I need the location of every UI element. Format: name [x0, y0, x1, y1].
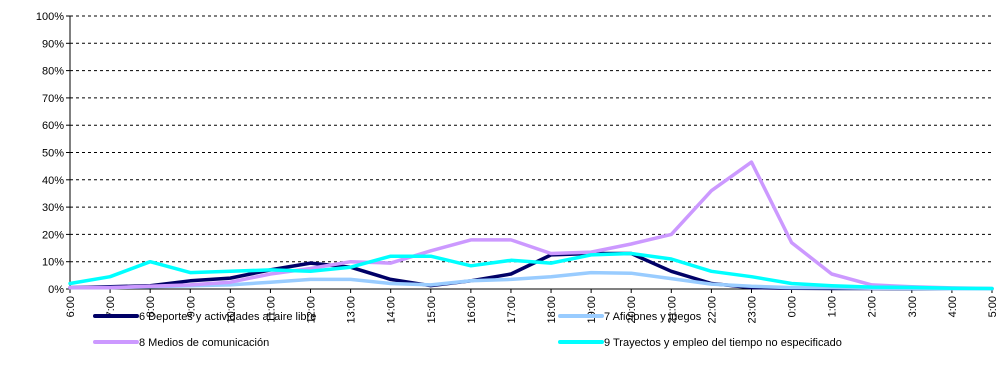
x-tick-label: 7:00	[105, 296, 117, 317]
y-tick-label: 60%	[42, 120, 64, 132]
y-tick-label: 90%	[42, 38, 64, 50]
legend-label: 8 Medios de comunicación	[139, 337, 269, 349]
x-tick-label: 9:00	[185, 296, 197, 317]
legend-entry: 6 Deportes y actividades al aire libre	[93, 311, 316, 323]
legend-entry: 7 Aficiones y juegos	[558, 311, 702, 323]
x-tick-label: 16:00	[466, 296, 478, 324]
y-tick-label: 100%	[36, 11, 64, 23]
legend-label: 6 Deportes y actividades al aire libre	[139, 311, 316, 323]
x-tick-label: 13:00	[346, 296, 358, 324]
x-tick-label: 4:00	[947, 296, 959, 317]
series-layer	[68, 160, 994, 291]
x-tick-label: 23:00	[746, 296, 758, 324]
legend-label: 9 Trayectos y empleo del tiempo no espec…	[604, 337, 842, 349]
y-tick-label: 80%	[42, 66, 64, 78]
x-tick-label: 1:00	[827, 296, 839, 317]
x-tick-label: 14:00	[386, 296, 398, 324]
legend-label: 7 Aficiones y juegos	[604, 311, 702, 323]
axis-layer: 0% 10% 20% 30% 40% 50% 60% 70% 80% 90% 100% 6:00 7:0…	[36, 11, 999, 324]
x-tick-label: 11:00	[265, 296, 277, 323]
x-tick-label: 22:00	[706, 296, 718, 324]
y-tick-label: 40%	[42, 175, 64, 187]
x-tick-label: 19:00	[586, 296, 598, 324]
x-tick-label: 18:00	[546, 296, 558, 324]
legend-entry: 8 Medios de comunicación	[93, 337, 269, 349]
series-line-9	[68, 251, 994, 291]
x-tick-label: 3:00	[907, 296, 919, 317]
y-tick-label: 10%	[42, 257, 64, 269]
legend-entry: 9 Trayectos y empleo del tiempo no espec…	[558, 337, 842, 349]
legend: 6 Deportes y actividades al aire libre 7 …	[93, 311, 842, 349]
x-tick-label: 21:00	[666, 296, 678, 324]
x-tick-label: 2:00	[867, 296, 879, 317]
series-line-8	[68, 160, 994, 291]
y-tick-label: 20%	[42, 229, 64, 241]
series-line-7	[68, 270, 994, 291]
x-tick-label: 5:00	[987, 296, 999, 317]
y-tick-label: 70%	[42, 93, 64, 105]
x-tick-label: 12:00	[306, 296, 318, 324]
grid-layer	[70, 15, 992, 263]
y-tick-label: 30%	[42, 202, 64, 214]
x-tick-label: 17:00	[506, 296, 518, 324]
x-tick-label: 15:00	[426, 296, 438, 324]
y-tick-label: 50%	[42, 148, 64, 160]
x-tick-label: 8:00	[145, 296, 157, 317]
x-tick-label: 20:00	[626, 296, 638, 324]
x-tick-label: 0:00	[787, 296, 799, 317]
x-tick-label: 6:00	[65, 296, 77, 317]
y-tick-label: 0%	[48, 284, 64, 296]
x-tick-label: 10:00	[225, 296, 237, 324]
